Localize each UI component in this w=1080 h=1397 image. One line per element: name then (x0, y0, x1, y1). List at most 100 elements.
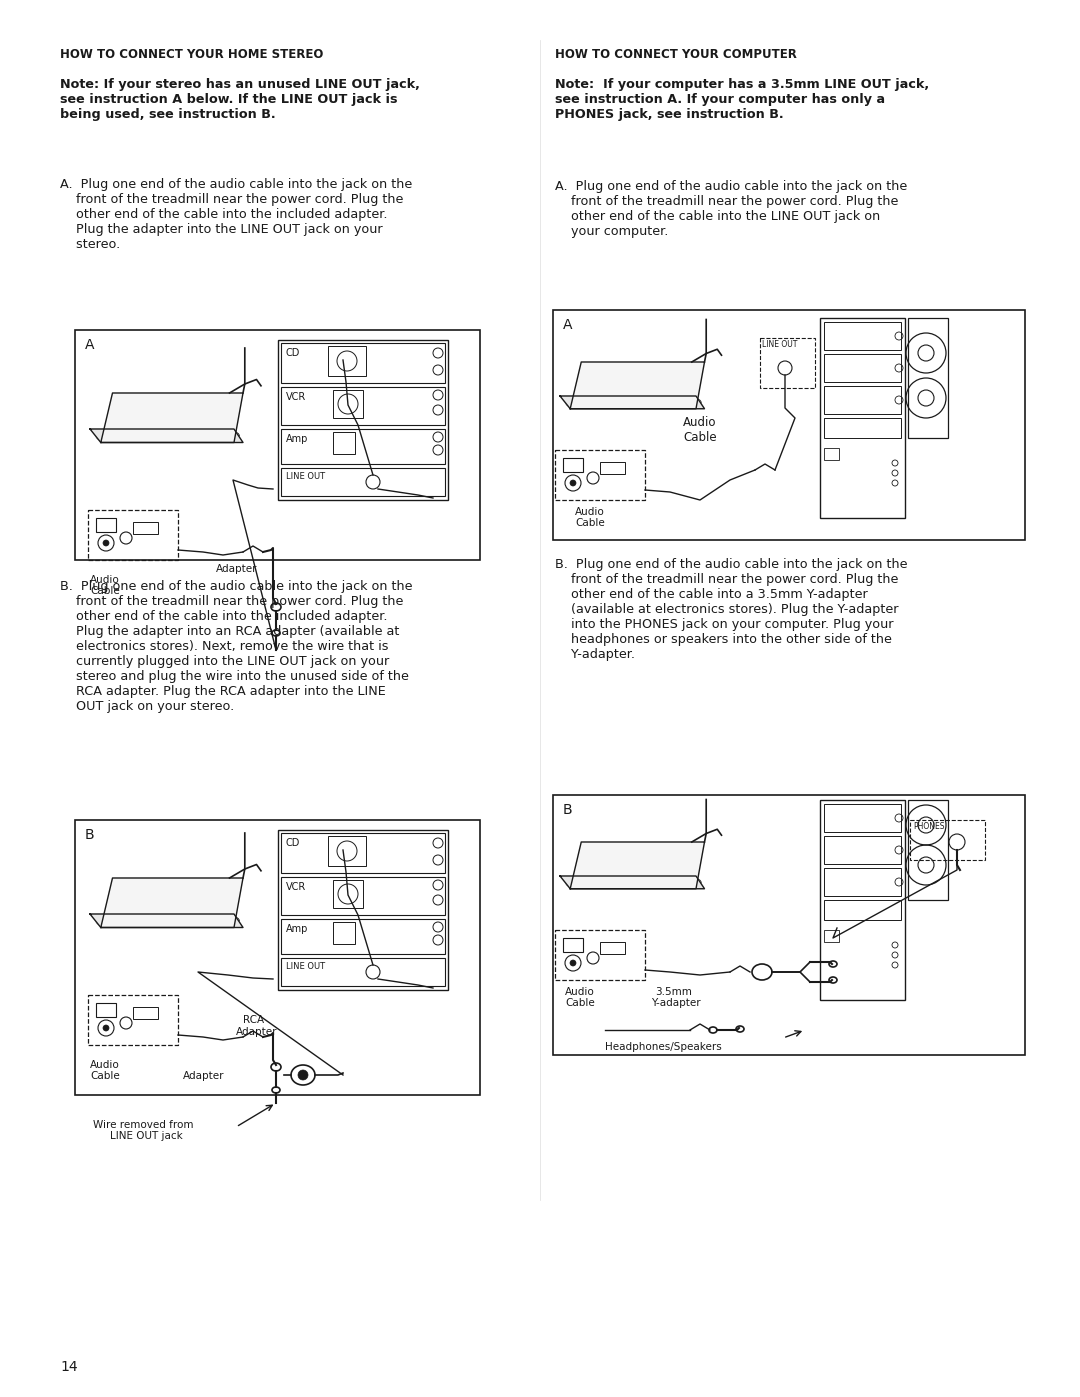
Bar (281, 468, 445, 496)
Bar (333, 922, 355, 944)
Bar (824, 353, 901, 381)
Text: Audio: Audio (90, 1060, 120, 1070)
Text: A: A (85, 338, 95, 352)
Text: Cable: Cable (90, 1071, 120, 1081)
Text: PHONES: PHONES (913, 821, 945, 831)
Text: Amp: Amp (286, 923, 309, 935)
Bar (553, 310, 1025, 541)
Bar (600, 462, 625, 474)
Bar (96, 1003, 116, 1017)
Text: Adapter: Adapter (237, 1027, 278, 1037)
Polygon shape (561, 395, 704, 409)
Text: Audio
Cable: Audio Cable (684, 416, 717, 444)
Text: B: B (85, 828, 95, 842)
Text: B.  Plug one end of the audio cable into the jack on the
    front of the treadm: B. Plug one end of the audio cable into … (60, 580, 413, 712)
Bar (820, 800, 905, 1000)
Bar (133, 522, 158, 534)
Bar (281, 919, 445, 954)
Bar (760, 338, 815, 388)
Text: LINE OUT jack: LINE OUT jack (110, 1132, 183, 1141)
Bar (87, 510, 178, 560)
Bar (563, 937, 583, 951)
Text: B.  Plug one end of the audio cable into the jack on the
    front of the treadm: B. Plug one end of the audio cable into … (555, 557, 907, 661)
Bar (824, 321, 901, 351)
Text: Headphones/Speakers: Headphones/Speakers (605, 1042, 721, 1052)
Text: Y-adapter: Y-adapter (651, 997, 701, 1009)
Bar (333, 432, 355, 454)
Text: 3.5mm: 3.5mm (654, 988, 692, 997)
Bar (908, 800, 948, 900)
Bar (281, 429, 445, 464)
Bar (555, 930, 645, 981)
Bar (553, 795, 1025, 1055)
Polygon shape (570, 842, 704, 888)
Bar (600, 942, 625, 954)
Ellipse shape (570, 960, 576, 965)
Polygon shape (570, 362, 704, 409)
Polygon shape (100, 393, 243, 443)
Text: Audio: Audio (90, 576, 120, 585)
Polygon shape (90, 429, 243, 443)
Bar (824, 900, 901, 921)
Text: HOW TO CONNECT YOUR HOME STEREO: HOW TO CONNECT YOUR HOME STEREO (60, 47, 323, 61)
Text: LINE OUT: LINE OUT (286, 963, 325, 971)
Text: Wire removed from: Wire removed from (93, 1120, 193, 1130)
Ellipse shape (570, 481, 576, 486)
Text: A: A (563, 319, 572, 332)
Polygon shape (100, 877, 243, 928)
Text: CD: CD (286, 348, 300, 358)
Bar (328, 835, 366, 866)
Text: LINE OUT: LINE OUT (762, 339, 797, 349)
Bar (824, 868, 901, 895)
Text: Audio: Audio (565, 988, 595, 997)
Bar (278, 830, 448, 990)
Bar (824, 448, 839, 460)
Text: VCR: VCR (286, 393, 307, 402)
Bar (555, 450, 645, 500)
Text: RCA: RCA (243, 1016, 265, 1025)
Polygon shape (90, 914, 243, 928)
Bar (824, 930, 839, 942)
Bar (281, 344, 445, 383)
Bar (96, 518, 116, 532)
Bar (281, 958, 445, 986)
Text: Cable: Cable (565, 997, 595, 1009)
Bar (75, 820, 480, 1095)
Bar (824, 835, 901, 863)
Text: Audio: Audio (575, 507, 605, 517)
Text: Adapter: Adapter (216, 564, 257, 574)
Bar (333, 880, 363, 908)
Bar (281, 387, 445, 425)
Bar (133, 1007, 158, 1018)
Bar (333, 390, 363, 418)
Bar (278, 339, 448, 500)
Polygon shape (561, 876, 704, 888)
Text: Adapter: Adapter (183, 1071, 225, 1081)
Bar (824, 386, 901, 414)
Text: Amp: Amp (286, 434, 309, 444)
Text: Cable: Cable (90, 585, 120, 597)
Text: 14: 14 (60, 1361, 78, 1375)
Bar (281, 877, 445, 915)
Bar (281, 833, 445, 873)
Bar (328, 346, 366, 376)
Bar (87, 995, 178, 1045)
Text: LINE OUT: LINE OUT (286, 472, 325, 481)
Text: Note: If your stereo has an unused LINE OUT jack,
see instruction A below. If th: Note: If your stereo has an unused LINE … (60, 78, 420, 122)
Ellipse shape (103, 541, 109, 546)
Bar (908, 319, 948, 439)
Text: HOW TO CONNECT YOUR COMPUTER: HOW TO CONNECT YOUR COMPUTER (555, 47, 797, 61)
Ellipse shape (103, 1025, 109, 1031)
Text: CD: CD (286, 838, 300, 848)
Bar (75, 330, 480, 560)
Text: Note:  If your computer has a 3.5mm LINE OUT jack,
see instruction A. If your co: Note: If your computer has a 3.5mm LINE … (555, 78, 929, 122)
Bar (910, 820, 985, 861)
Text: A.  Plug one end of the audio cable into the jack on the
    front of the treadm: A. Plug one end of the audio cable into … (60, 177, 413, 251)
Text: VCR: VCR (286, 882, 307, 893)
Text: Cable: Cable (575, 518, 605, 528)
Bar (820, 319, 905, 518)
Text: A.  Plug one end of the audio cable into the jack on the
    front of the treadm: A. Plug one end of the audio cable into … (555, 180, 907, 237)
Bar (824, 805, 901, 833)
Bar (824, 418, 901, 439)
Bar (563, 458, 583, 472)
